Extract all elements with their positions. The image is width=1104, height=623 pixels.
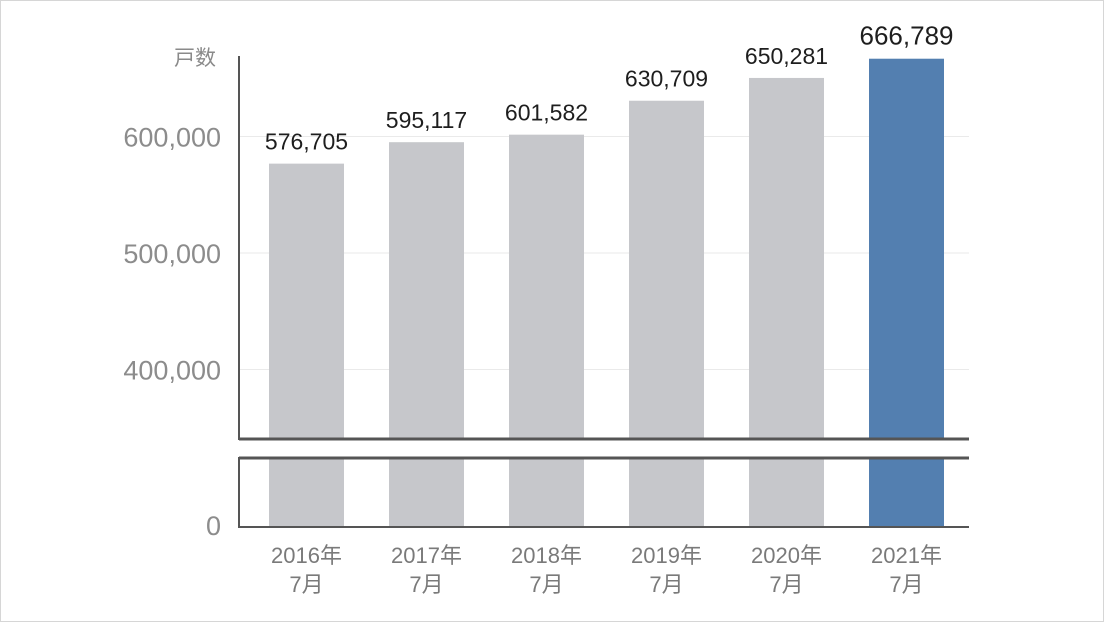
y-tick-label-zero: 0 <box>206 511 221 541</box>
x-tick-label-year: 2019年 <box>631 543 702 568</box>
x-tick-label-year: 2017年 <box>391 543 462 568</box>
x-tick-label-year: 2018年 <box>511 543 582 568</box>
x-tick-label-month: 7月 <box>529 572 563 597</box>
data-label: 666,789 <box>860 21 954 51</box>
bar-lower-segment <box>749 458 824 527</box>
x-tick-label-month: 7月 <box>409 572 443 597</box>
bar <box>869 58 944 440</box>
x-tick-label-year: 2021年 <box>871 543 942 568</box>
bar <box>389 142 464 439</box>
x-tick-label-month: 7月 <box>289 572 323 597</box>
bar-lower-segment <box>389 458 464 527</box>
x-tick-label-year: 2020年 <box>751 543 822 568</box>
data-label: 650,281 <box>745 43 828 69</box>
bar-lower-segment <box>269 458 344 527</box>
bar <box>629 100 704 440</box>
data-label: 595,117 <box>386 107 467 133</box>
y-tick-label: 600,000 <box>123 123 221 153</box>
bar <box>749 77 824 440</box>
y-axis-unit-label: 戸数 <box>174 46 216 70</box>
y-tick-label: 500,000 <box>123 239 221 269</box>
bar <box>509 134 584 439</box>
bar-lower-segment <box>509 458 584 527</box>
data-label: 601,582 <box>505 100 588 126</box>
bar <box>269 163 344 439</box>
x-tick-label-month: 7月 <box>889 572 923 597</box>
data-label: 630,709 <box>625 66 708 92</box>
bar-lower-segment <box>869 458 944 527</box>
bar-lower-segment <box>629 458 704 527</box>
data-label: 576,705 <box>265 129 348 155</box>
x-tick-label-year: 2016年 <box>271 543 342 568</box>
y-tick-label: 400,000 <box>123 355 221 385</box>
x-tick-label-month: 7月 <box>649 572 683 597</box>
x-tick-label-month: 7月 <box>769 572 803 597</box>
